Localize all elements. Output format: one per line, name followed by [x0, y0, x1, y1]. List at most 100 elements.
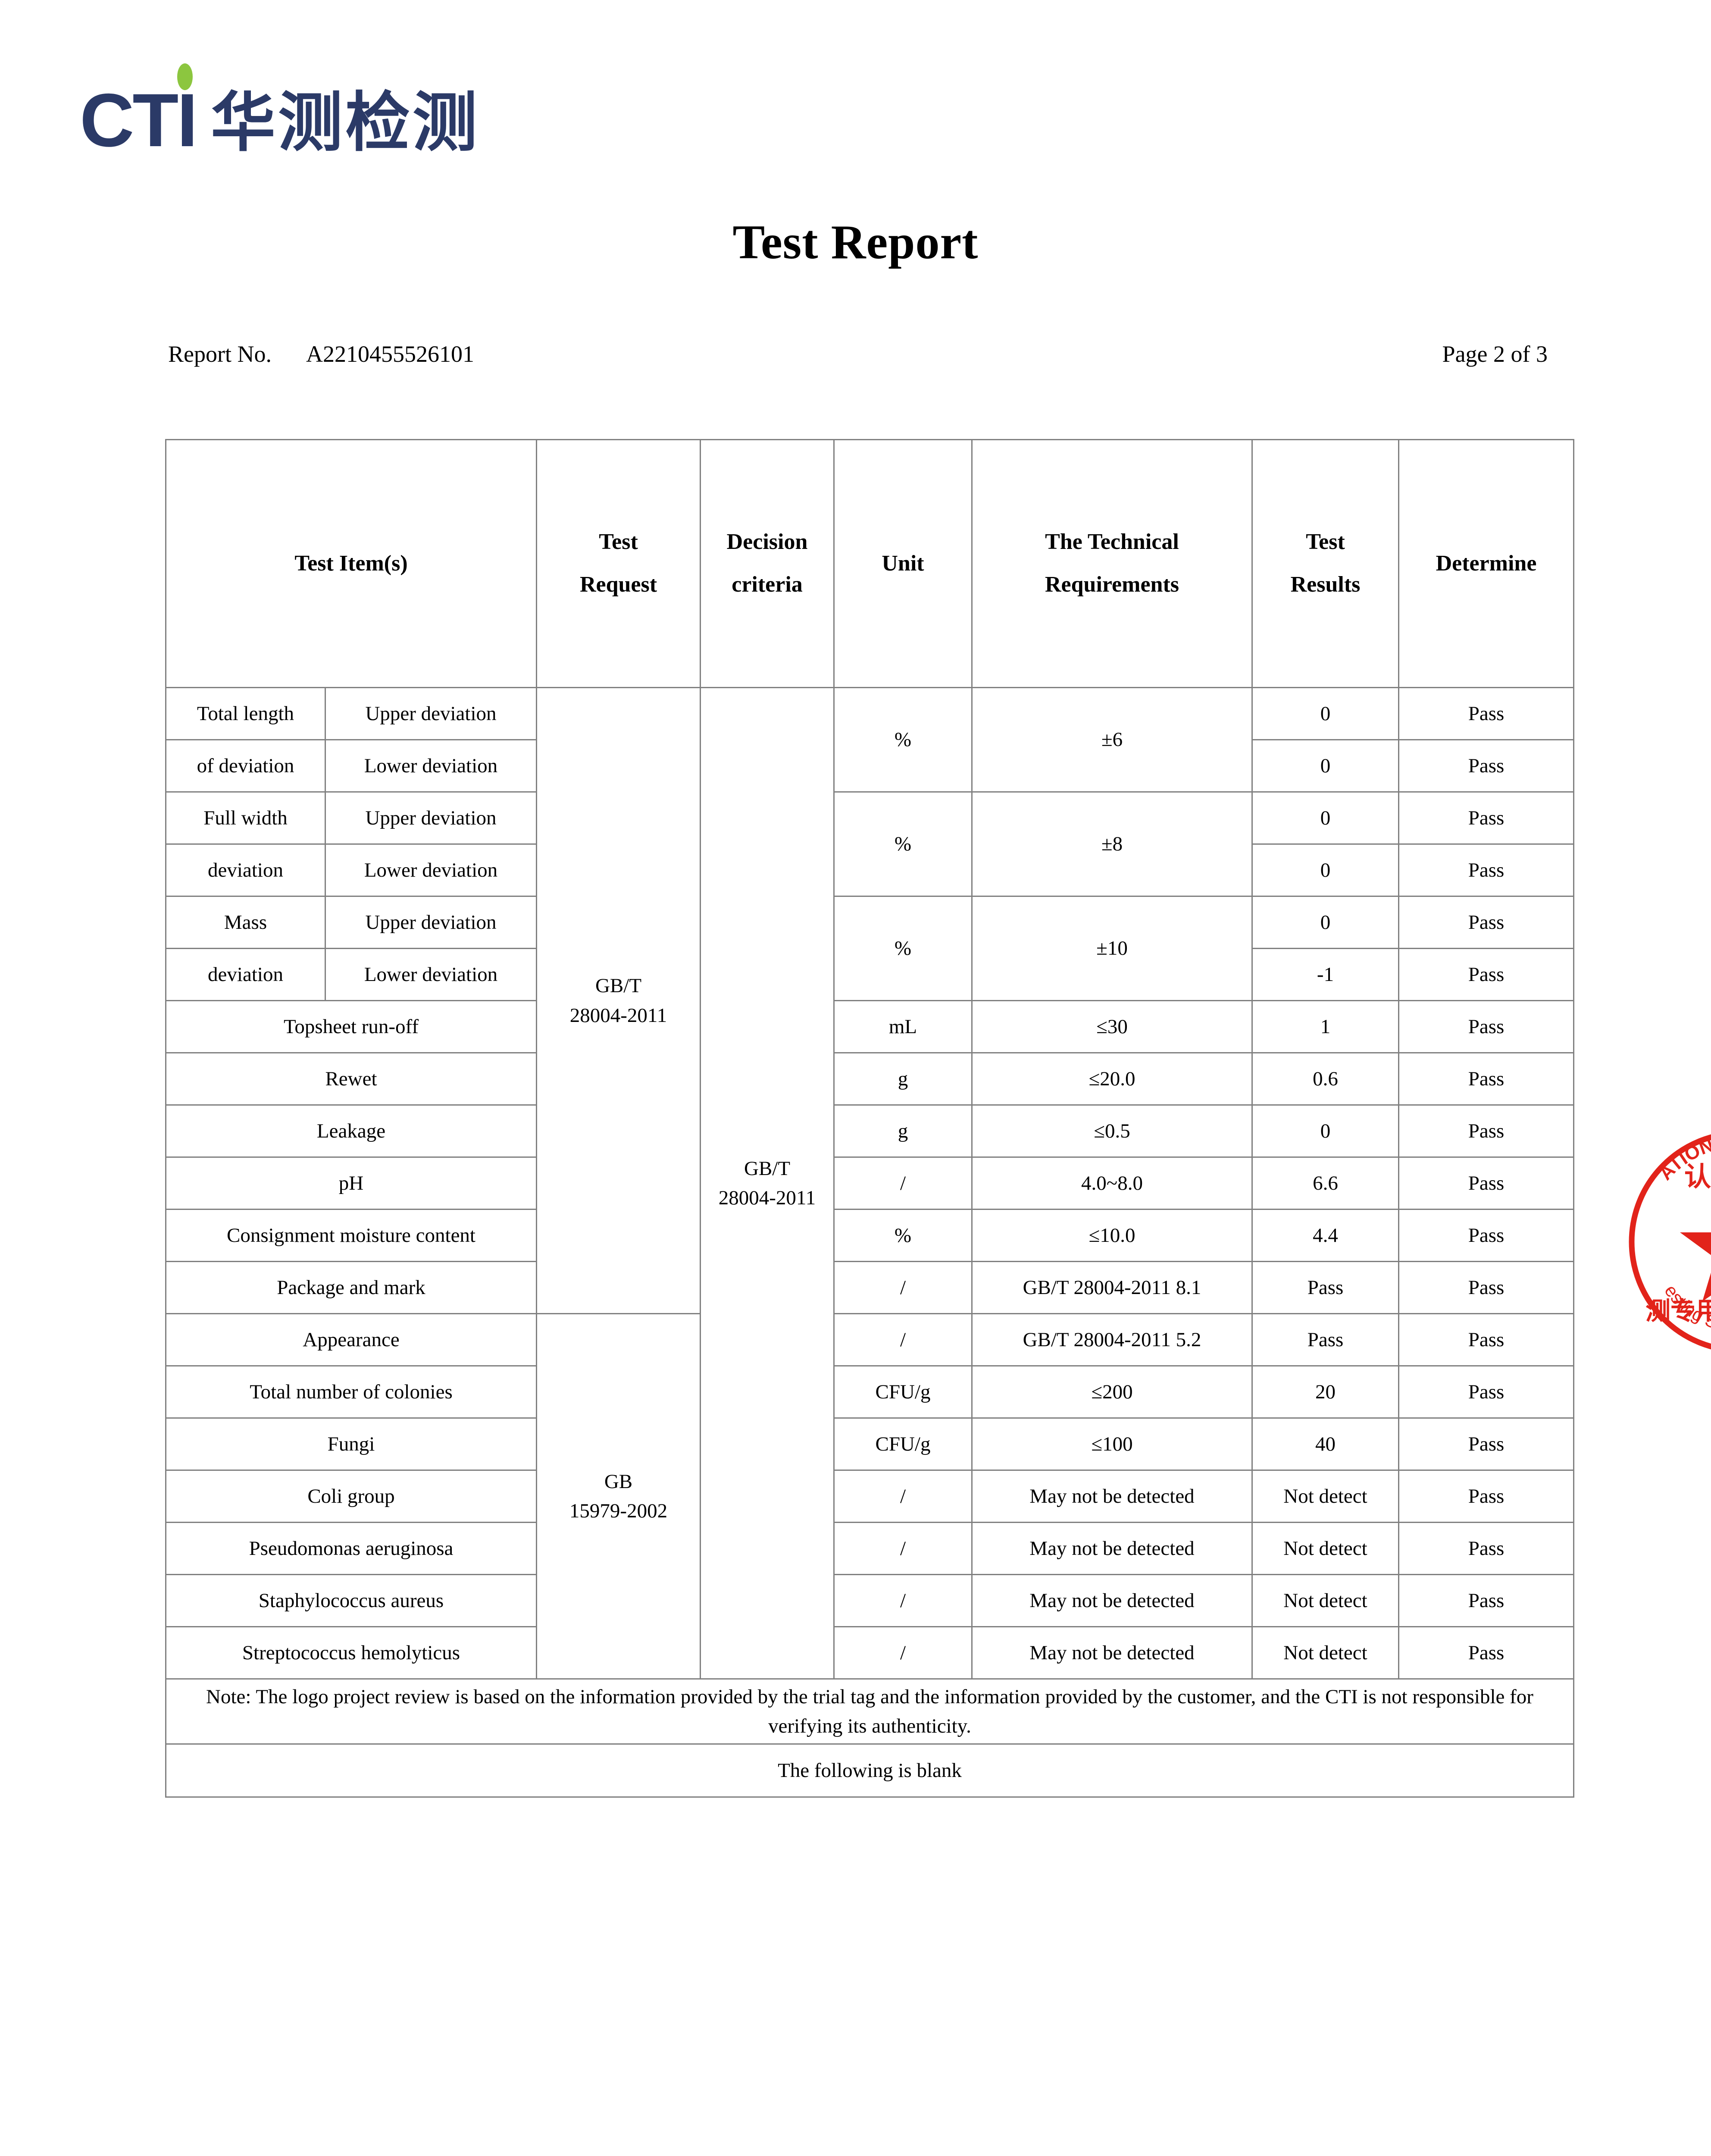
cell-determine: Pass — [1398, 791, 1574, 845]
table-note-row: Note: The logo project review is based o… — [165, 1678, 1574, 1745]
col-header-decision-l1: Decision — [726, 530, 808, 555]
cell-test-item: Rewet — [165, 1052, 537, 1106]
table-row: Total length Upper deviation GB/T 28004-… — [165, 687, 1574, 1680]
logo-latin-label: CTI — [80, 78, 198, 163]
cell-test-result: 0.6 — [1251, 1052, 1399, 1106]
cell-decision-criteria: GB/T 28004-2011 — [700, 687, 835, 1680]
cell-test-item: Topsheet run-off — [165, 1000, 537, 1053]
cell-determine: Pass — [1398, 1261, 1574, 1314]
cell-test-result: Not detect — [1251, 1626, 1399, 1680]
table-row: Pseudomonas aeruginosa / May not be dete… — [165, 1522, 1574, 1575]
cell-technical-requirement: ±10 — [971, 896, 1253, 1001]
cell-determine: Pass — [1398, 1209, 1574, 1262]
cell-unit: % — [833, 1209, 973, 1262]
table-blank-notice-row: The following is blank — [165, 1743, 1574, 1798]
cell-test-item-sub: Lower deviation — [325, 739, 537, 793]
cell-unit: % — [833, 687, 973, 793]
table-row: deviation Lower deviation -1 Pass — [165, 948, 1574, 1001]
cell-test-item-sub: Lower deviation — [325, 948, 537, 1001]
table-row: Full width Upper deviation % ±8 0 Pass — [165, 791, 1574, 897]
cell-unit: CFU/g — [833, 1365, 973, 1419]
cell-unit: / — [833, 1470, 973, 1523]
cell-test-item: Staphylococcus aureus — [165, 1574, 537, 1627]
report-header-row: Report No. A2210455526101 Page 2 of 3 — [168, 341, 1548, 367]
col-header-test-items: Test Item(s) — [165, 439, 537, 688]
cell-test-result: 6.6 — [1251, 1156, 1399, 1210]
cell-test-item: Appearance — [165, 1313, 537, 1366]
cell-technical-requirement: ±8 — [971, 791, 1253, 897]
cell-test-item: Pseudomonas aeruginosa — [165, 1522, 537, 1575]
cell-determine: Pass — [1398, 948, 1574, 1001]
table-row: Coli group / May not be detected Not det… — [165, 1470, 1574, 1523]
cell-technical-requirement: GB/T 28004-2011 5.2 — [971, 1313, 1253, 1366]
cell-technical-requirement: ≤0.5 — [971, 1104, 1253, 1158]
col-header-decision-l2: criteria — [732, 572, 803, 597]
cell-unit: g — [833, 1104, 973, 1158]
cell-test-result: Pass — [1251, 1313, 1399, 1366]
cell-test-item: deviation — [165, 948, 326, 1001]
test-request-g2-l2: 15979-2002 — [569, 1500, 668, 1522]
cell-test-item-sub: Lower deviation — [325, 843, 537, 897]
cell-technical-requirement: May not be detected — [971, 1522, 1253, 1575]
report-number-value: A2210455526101 — [306, 341, 474, 367]
cell-unit: / — [833, 1261, 973, 1314]
table-row: of deviation Lower deviation 0 Pass — [165, 739, 1574, 793]
cell-test-item: deviation — [165, 843, 326, 897]
table-row: Total number of colonies CFU/g ≤200 20 P… — [165, 1365, 1574, 1419]
cell-test-item: Package and mark — [165, 1261, 537, 1314]
cell-technical-requirement: May not be detected — [971, 1574, 1253, 1627]
cell-test-item-sub: Upper deviation — [325, 791, 537, 845]
col-header-test-results: Test Results — [1251, 439, 1399, 688]
cell-determine: Pass — [1398, 1522, 1574, 1575]
cell-technical-requirement: 4.0~8.0 — [971, 1156, 1253, 1210]
cell-determine: Pass — [1398, 1156, 1574, 1210]
table-row: Leakage g ≤0.5 0 Pass — [165, 1104, 1574, 1158]
col-header-technical-l2: Requirements — [1045, 572, 1179, 597]
svg-text:ATIONAL (TIA: ATIONAL (TIA — [1655, 1130, 1711, 1185]
cell-determine: Pass — [1398, 1470, 1574, 1523]
cell-technical-requirement: ±6 — [971, 687, 1253, 793]
page-title: Test Report — [732, 216, 979, 269]
cell-unit: % — [833, 791, 973, 897]
cell-unit: / — [833, 1156, 973, 1210]
table-row: Package and mark / GB/T 28004-2011 8.1 P… — [165, 1261, 1574, 1314]
cell-determine: Pass — [1398, 739, 1574, 793]
col-header-unit: Unit — [833, 439, 973, 688]
cell-test-item: Total length — [165, 687, 326, 740]
cell-technical-requirement: May not be detected — [971, 1470, 1253, 1523]
cell-determine: Pass — [1398, 1052, 1574, 1106]
col-header-results-l1: Test — [1306, 530, 1345, 555]
cell-test-item: Total number of colonies — [165, 1365, 537, 1419]
certification-stamp-icon: ATIONAL (TIA 认 证 测专用章 esting Services — [1629, 1130, 1711, 1350]
logo-green-dot-icon — [177, 63, 193, 90]
logo-chinese-label: 华测检测 — [210, 85, 480, 160]
col-header-decision-criteria: Decision criteria — [700, 439, 835, 688]
col-header-determine: Determine — [1398, 439, 1574, 688]
cell-test-result: 1 — [1251, 1000, 1399, 1053]
svg-text:测专用章: 测专用章 — [1645, 1296, 1711, 1326]
cell-determine: Pass — [1398, 1626, 1574, 1680]
report-number-label: Report No. — [168, 341, 272, 367]
cell-test-request-group-2: GB 15979-2002 — [536, 1313, 701, 1680]
cell-unit: g — [833, 1052, 973, 1106]
table-row: Consignment moisture content % ≤10.0 4.4… — [165, 1209, 1574, 1262]
svg-text:认: 认 — [1684, 1161, 1711, 1192]
col-header-test-request-l2: Request — [579, 572, 657, 597]
cell-technical-requirement: ≤200 — [971, 1365, 1253, 1419]
cell-test-result: 0 — [1251, 896, 1399, 949]
test-request-g1-l1: GB/T — [595, 975, 642, 997]
test-request-g1-l2: 28004-2011 — [569, 1004, 667, 1027]
cell-determine: Pass — [1398, 1313, 1574, 1366]
table-header-row: Test Item(s) Test Request Decision crite… — [165, 439, 1574, 688]
cell-test-item-sub: Upper deviation — [325, 687, 537, 740]
cell-test-item: Fungi — [165, 1417, 537, 1471]
table-row: deviation Lower deviation 0 Pass — [165, 843, 1574, 897]
cell-technical-requirement: ≤100 — [971, 1417, 1253, 1471]
cell-technical-requirement: GB/T 28004-2011 8.1 — [971, 1261, 1253, 1314]
logo-latin-text: CTI — [80, 63, 198, 158]
table-row: Mass Upper deviation % ±10 0 Pass — [165, 896, 1574, 1001]
cell-determine: Pass — [1398, 843, 1574, 897]
cell-test-item: Streptococcus hemolyticus — [165, 1626, 537, 1680]
cell-technical-requirement: May not be detected — [971, 1626, 1253, 1680]
cell-test-item-sub: Upper deviation — [325, 896, 537, 949]
